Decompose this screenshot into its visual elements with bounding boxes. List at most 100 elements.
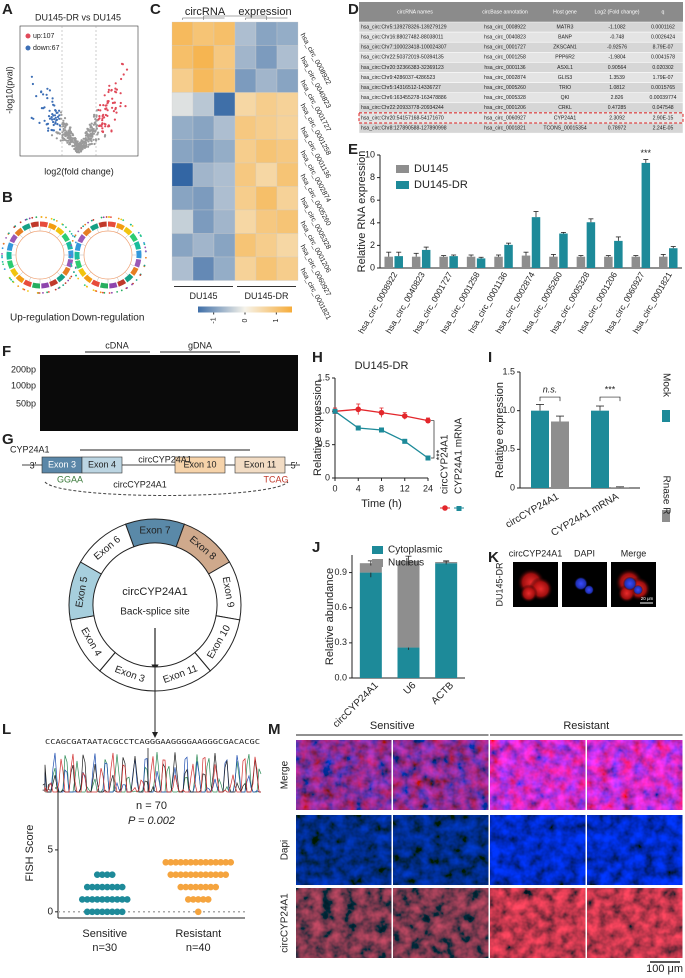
- y-axis-label: FISH Score: [24, 825, 36, 882]
- heatmap-cell: [171, 21, 194, 46]
- circos-dot: [3, 268, 6, 271]
- circos-dot: [27, 290, 29, 292]
- y-tick-label: 0: [325, 472, 330, 482]
- ring-label: Exon 5: [74, 575, 90, 608]
- table-cell: hsa_circ_0008922: [484, 24, 526, 30]
- circos-dot: [9, 277, 11, 280]
- ladder-label: 50bp: [16, 398, 36, 408]
- bar: [531, 410, 549, 488]
- group-label: DU145-DR: [244, 291, 289, 301]
- table-cell: hsa_circ:Chr16:88027482-88038011: [361, 34, 443, 40]
- volcano-point: [89, 143, 92, 146]
- ring-center-label: Back-splice site: [120, 607, 190, 618]
- circos-dot: [137, 231, 140, 234]
- volcano-point: [60, 113, 63, 116]
- heatmap-cell: [192, 162, 215, 187]
- nucleus: [573, 576, 588, 591]
- table-cell: BANP: [558, 34, 572, 40]
- heatmap-cell: [234, 256, 257, 281]
- micrograph: [490, 740, 586, 810]
- volcano-point: [78, 146, 81, 149]
- legend-label: circCYP24A1: [440, 434, 451, 494]
- volcano-point: [82, 137, 85, 140]
- volcano-point: [35, 95, 38, 98]
- panel-label: D: [348, 1, 359, 18]
- point: [108, 871, 116, 878]
- x-tick-label: 0: [332, 483, 337, 493]
- circos-dot: [129, 223, 132, 226]
- circos-segment: [23, 279, 33, 288]
- point: [93, 883, 101, 891]
- point: [207, 858, 215, 866]
- nucleus: [622, 576, 637, 591]
- bracket: [599, 396, 621, 402]
- circos-spoke: [56, 271, 60, 275]
- circos-dot: [42, 291, 44, 294]
- volcano-point: [66, 141, 69, 144]
- volcano-point: [122, 73, 125, 76]
- volcano-point: [56, 132, 59, 135]
- circos-dot: [74, 267, 77, 269]
- volcano-point: [87, 145, 90, 148]
- volcano-point: [92, 138, 95, 141]
- table-cell: TCONS_00015354: [543, 125, 586, 131]
- volcano-point: [47, 129, 50, 132]
- y-tick-label: 0.5: [502, 444, 515, 454]
- table-cell: 0.0026424: [651, 34, 675, 40]
- volcano-point: [62, 125, 65, 128]
- circos-dot: [70, 265, 73, 267]
- circos-segment: [77, 234, 86, 244]
- circos-dot: [70, 262, 72, 265]
- volcano-point: [43, 119, 46, 122]
- heatmap-cell: [255, 115, 278, 140]
- circos-segment: [78, 267, 87, 277]
- circos-segment: [74, 242, 82, 252]
- table-cell: hsa_circ_0040823: [484, 34, 526, 40]
- heatmap-cell: [255, 92, 278, 117]
- heatmap-cell: [192, 45, 215, 70]
- circos-dot: [77, 277, 80, 280]
- circos-dot: [70, 232, 73, 235]
- table-cell: 8.79E-07: [653, 45, 674, 51]
- circos-dot: [92, 289, 95, 292]
- circos-segment: [10, 267, 19, 277]
- volcano-point: [69, 143, 72, 146]
- volcano-point: [93, 114, 96, 117]
- bar: [439, 256, 448, 268]
- volcano-point: [71, 144, 74, 147]
- circos-dot: [87, 221, 89, 224]
- volcano-point: [94, 130, 97, 133]
- highlight-box: [358, 112, 684, 124]
- volcano-point: [92, 123, 95, 126]
- point: [123, 896, 131, 903]
- circ-label: circCYP24A1: [113, 479, 167, 489]
- table-header: Log2 (Fold change): [595, 9, 640, 15]
- point: [93, 896, 101, 903]
- end-label: 5': [291, 460, 298, 470]
- row-label: Merge: [280, 760, 291, 789]
- gene-diagram: CYP24A1 3' 5' Exon 3 Exon 4 Exon 10 Exon…: [10, 444, 300, 746]
- volcano-point: [59, 117, 63, 120]
- circos-segment: [91, 279, 101, 288]
- bar: [411, 256, 421, 268]
- point: [167, 858, 175, 866]
- heatmap-cell: [213, 162, 236, 187]
- circos-segment: [49, 278, 59, 287]
- circos-segment: [133, 241, 141, 250]
- table-cell: hsa_circ:Chr7:100023418-100024307: [361, 45, 447, 51]
- bar: [549, 256, 558, 268]
- circos-dot: [35, 216, 38, 219]
- table-cell: -0.748: [610, 34, 625, 40]
- point: [217, 858, 225, 866]
- exon-label: Exon 3: [48, 459, 76, 469]
- volcano-point: [107, 90, 110, 94]
- volcano-title: DU145-DR vs DU145: [35, 12, 121, 22]
- circos-segment: [47, 222, 57, 231]
- volcano-point: [86, 134, 89, 137]
- panel-label: H: [312, 349, 323, 366]
- heatmap-cell: [276, 209, 299, 234]
- significance: ***: [434, 449, 444, 460]
- volcano-point: [101, 127, 104, 130]
- volcano-point: [95, 109, 99, 112]
- point: [78, 896, 86, 903]
